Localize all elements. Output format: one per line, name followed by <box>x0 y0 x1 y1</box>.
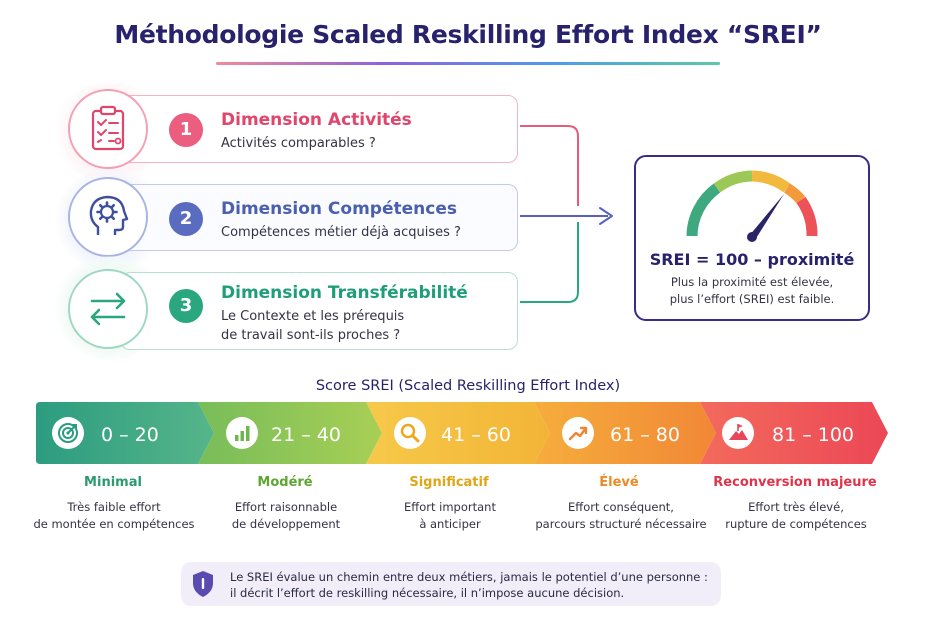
level-desc-significatif: Effort important à anticiper <box>360 499 540 533</box>
level-name-significatif: Significatif <box>409 475 489 490</box>
level-desc-modere: Effort raisonnable de développement <box>196 499 376 533</box>
scale-title: Score SREI (Scaled Reskilling Effort Ind… <box>315 378 621 394</box>
magnifier-icon <box>394 417 426 449</box>
bar-chart-icon <box>226 417 258 449</box>
dimension-number-badge: 3 <box>169 289 203 323</box>
mountain-flag-icon <box>722 417 754 449</box>
clipboard-checklist-icon <box>68 89 148 169</box>
band-range-label: 61 – 80 <box>610 424 680 446</box>
connector-activites <box>520 125 579 206</box>
level-name-reconversion: Reconversion majeure <box>713 475 877 490</box>
head-gear-icon <box>68 177 148 257</box>
srei-formula-note: Plus la proximité est élevée, plus l’eff… <box>634 274 870 308</box>
note-line-1: Plus la proximité est élevée, <box>670 275 834 289</box>
dimension-card-transferabilite: 3 Dimension Transférabilité Le Contexte … <box>120 272 518 350</box>
level-name-modere: Modéré <box>257 475 313 490</box>
level-name-eleve: Élevé <box>599 475 639 490</box>
gauge-icon <box>686 170 818 242</box>
band-minimal <box>36 402 214 464</box>
dimension-title: Dimension Compétences <box>221 199 457 219</box>
band-reconversion <box>700 402 888 464</box>
dimension-question: Activités comparables ? <box>221 136 376 151</box>
dimension-question-line-2: de travail sont-ils proches ? <box>221 328 401 343</box>
dimension-card-activites: 1 Dimension Activités Activités comparab… <box>120 95 518 163</box>
note-line-2: plus l’effort (SREI) est faible. <box>669 292 835 306</box>
srei-formula: SREI = 100 – proximité <box>649 250 855 269</box>
band-range-label: 81 – 100 <box>772 424 855 446</box>
band-range-label: 0 – 20 <box>101 424 159 446</box>
desc-line: de développement <box>231 517 341 531</box>
dimension-question-line-1: Le Contexte et les prérequis <box>221 309 405 324</box>
desc-line: Effort conséquent, <box>568 500 674 514</box>
dimension-title: Dimension Activités <box>221 110 412 130</box>
level-desc-minimal: Très faible effort de montée en compéten… <box>24 499 204 533</box>
connector-arrowhead <box>599 207 613 225</box>
footnote-line-2: il décrit l’effort de reskilling nécessa… <box>230 586 625 600</box>
desc-line: Effort important <box>404 500 496 514</box>
trend-up-icon <box>562 417 594 449</box>
footnote-text: Le SREI évalue un chemin entre deux méti… <box>230 569 708 601</box>
level-name-minimal: Minimal <box>84 475 142 490</box>
title-underline <box>216 62 720 65</box>
level-desc-eleve: Effort conséquent, parcours structuré né… <box>528 499 714 533</box>
dimension-title: Dimension Transférabilité <box>221 283 468 303</box>
desc-line: de montée en compétences <box>33 517 195 531</box>
band-range-label: 41 – 60 <box>441 424 511 446</box>
target-icon <box>52 417 84 449</box>
level-desc-reconversion: Effort très élevé, rupture de compétence… <box>706 499 886 533</box>
desc-line: à anticiper <box>419 517 481 531</box>
swap-arrows-icon <box>68 269 148 349</box>
shield-info-icon <box>193 571 213 597</box>
page-title: Méthodologie Scaled Reskilling Effort In… <box>114 20 822 49</box>
connector-transferabilite <box>520 222 579 303</box>
dimension-card-competences: 2 Dimension Compétences Compétences méti… <box>120 184 518 251</box>
desc-line: Effort raisonnable <box>234 500 338 514</box>
desc-line: parcours structuré nécessaire <box>535 517 707 531</box>
dimension-question: Compétences métier déjà acquises ? <box>221 225 461 240</box>
dimension-number-badge: 1 <box>169 113 203 147</box>
desc-line: Effort très élevé, <box>748 500 844 514</box>
footnote-line-1: Le SREI évalue un chemin entre deux méti… <box>230 570 708 584</box>
desc-line: Très faible effort <box>67 500 161 514</box>
desc-line: rupture de compétences <box>725 517 867 531</box>
footnote-box <box>181 562 721 606</box>
band-range-label: 21 – 40 <box>271 424 341 446</box>
dimension-number-badge: 2 <box>169 202 203 236</box>
